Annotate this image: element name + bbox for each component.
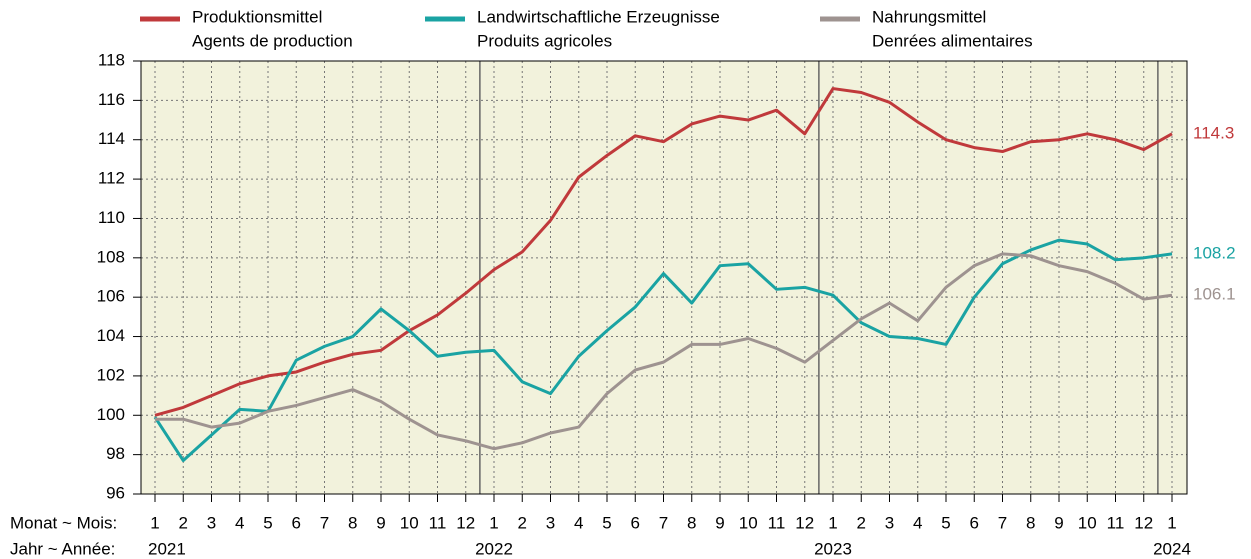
end-label: 108.2 [1193, 243, 1236, 262]
x-tick-label: 10 [739, 513, 758, 532]
x-tick-label: 8 [687, 513, 696, 532]
x-tick-label: 6 [292, 513, 301, 532]
series-line [155, 252, 1173, 451]
series-line [154, 87, 1173, 417]
y-tick-label: 106 [97, 287, 125, 306]
plot-frame [140, 60, 1188, 495]
legend-label: Landwirtschaftliche Erzeugnisse [477, 7, 720, 26]
y-tick-label: 112 [98, 169, 125, 188]
x-tick-label: 11 [1107, 513, 1125, 532]
x-tick-label: 2 [179, 513, 188, 532]
group-label: 2023 [814, 539, 852, 558]
end-label: 106.1 [1193, 285, 1236, 304]
x-tick-label: 3 [546, 513, 555, 532]
y-tick-label: 116 [98, 90, 125, 109]
x-tick-label: 12 [456, 513, 475, 532]
x-tick-label: 2 [857, 513, 866, 532]
x-tick-label: 10 [1078, 513, 1097, 532]
y-tick-label: 104 [97, 326, 125, 345]
y-tick-label: 118 [98, 50, 125, 69]
legend-label: Denrées alimentaires [872, 31, 1033, 50]
x-tick-label: 5 [263, 513, 272, 532]
y-tick-label: 98 [106, 444, 125, 463]
x-tick-label: 6 [631, 513, 640, 532]
y-tick-label: 108 [97, 247, 125, 266]
x-tick-label: 1 [489, 513, 498, 532]
x-tick-label: 4 [913, 513, 922, 532]
y-tick-label: 110 [98, 208, 125, 227]
x-tick-label: 4 [235, 513, 244, 532]
x-tick-label: 9 [376, 513, 385, 532]
x-tick-label: 1 [1167, 513, 1176, 532]
x-tick-label: 7 [659, 513, 668, 532]
y-tick-label: 96 [106, 483, 125, 502]
legend-label: Produktionsmittel [192, 7, 322, 26]
x-tick-label: 5 [941, 513, 950, 532]
x-tick-label: 11 [768, 513, 786, 532]
end-label: 114.3 [1193, 123, 1234, 142]
x-axis-label: Monat ~ Mois: [10, 513, 117, 532]
x-tick-label: 3 [885, 513, 894, 532]
group-label: 2022 [475, 539, 513, 558]
x-tick-label: 7 [320, 513, 329, 532]
x-tick-label: 7 [998, 513, 1007, 532]
x-tick-label: 1 [150, 513, 159, 532]
y-tick-label: 100 [97, 405, 125, 424]
x-tick-label: 6 [970, 513, 979, 532]
x-tick-label: 12 [1134, 513, 1153, 532]
x-tick-label: 11 [429, 513, 447, 532]
x-tick-label: 4 [574, 513, 583, 532]
legend-label: Nahrungsmittel [872, 7, 986, 26]
group-axis-label: Jahr ~ Année: [10, 539, 115, 558]
x-tick-label: 5 [602, 513, 611, 532]
x-tick-label: 12 [795, 513, 814, 532]
x-tick-label: 2 [518, 513, 527, 532]
group-label: 2024 [1153, 539, 1191, 558]
x-tick-label: 1 [828, 513, 837, 532]
series-line [153, 238, 1173, 463]
x-tick-label: 3 [207, 513, 216, 532]
x-tick-label: 9 [1054, 513, 1063, 532]
x-tick-label: 9 [715, 513, 724, 532]
group-label: 2021 [148, 539, 186, 558]
x-tick-label: 8 [1026, 513, 1035, 532]
x-tick-label: 10 [400, 513, 419, 532]
legend-label: Produits agricoles [477, 31, 612, 50]
legend-label: Agents de production [192, 31, 353, 50]
x-tick-label: 8 [348, 513, 357, 532]
y-tick-label: 114 [98, 129, 125, 148]
y-tick-label: 102 [97, 365, 125, 384]
